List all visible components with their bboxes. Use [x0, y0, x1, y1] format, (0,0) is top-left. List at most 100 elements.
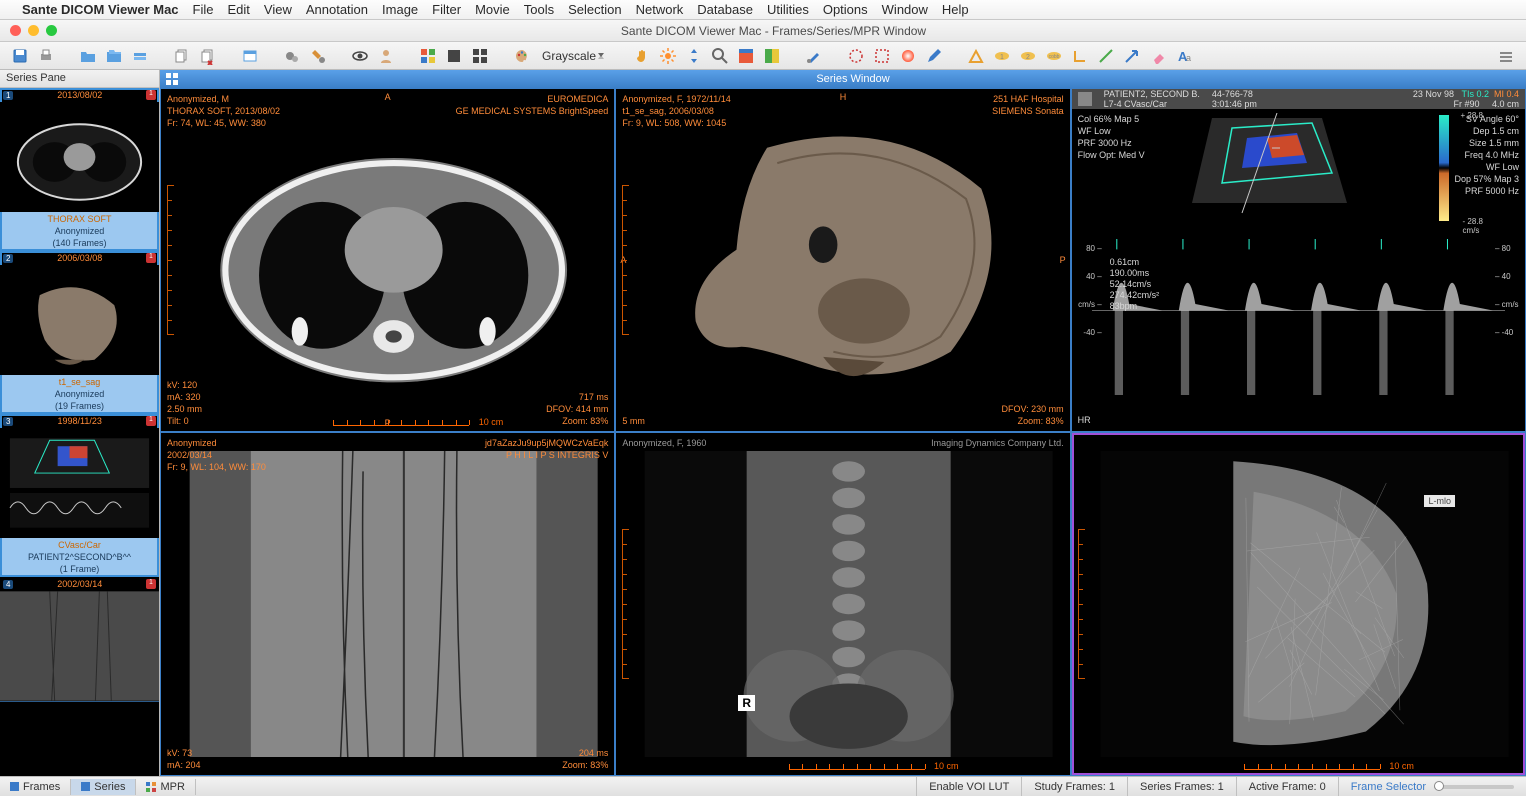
eraser-icon[interactable] [1146, 44, 1170, 68]
menu-annotation[interactable]: Annotation [306, 2, 368, 17]
window-titlebar: Sante DICOM Viewer Mac - Frames/Series/M… [0, 20, 1526, 42]
square-dash-icon[interactable] [870, 44, 894, 68]
toolbar: Grayscale 1 2 cobb Aa [0, 42, 1526, 70]
viewer-title: Series Window [186, 73, 1520, 85]
menu-filter[interactable]: Filter [432, 2, 461, 17]
mac-menubar: Sante DICOM Viewer Mac File Edit View Annot… [0, 0, 1526, 20]
app-name[interactable]: Sante DICOM Viewer Mac [22, 2, 179, 17]
us-params-right: SV Angle 60°Dep 1.5 cmSize 1.5 mmFreq 4.… [1454, 113, 1519, 197]
circle-dash-icon[interactable] [844, 44, 868, 68]
view-marker: L-mlo [1424, 495, 1455, 507]
series-thumb-3[interactable]: 42002/03/141 [0, 577, 159, 702]
grayscale-dropdown[interactable]: Grayscale [542, 49, 606, 63]
stack-icon[interactable] [128, 44, 152, 68]
viewer-titlebar: Series Window [160, 70, 1526, 88]
grid-color1-icon[interactable] [734, 44, 758, 68]
ellipse3-icon[interactable]: cobb [1042, 44, 1066, 68]
ellipse1-icon[interactable]: 1 [990, 44, 1014, 68]
svg-text:1: 1 [1000, 54, 1004, 61]
save-icon[interactable] [8, 44, 32, 68]
image-panel-2[interactable]: PATIENT2, SECOND B.L7-4 CVasc/Car44-766-… [1072, 89, 1525, 431]
menu-network[interactable]: Network [636, 2, 684, 17]
menu-utilities[interactable]: Utilities [767, 2, 809, 17]
active-frame: Active Frame: 0 [1236, 777, 1338, 796]
menu-tools[interactable]: Tools [524, 2, 554, 17]
series-frames: Series Frames: 1 [1127, 777, 1236, 796]
tab-series[interactable]: Series [71, 779, 136, 795]
copy-icon[interactable] [170, 44, 194, 68]
study-frames: Study Frames: 1 [1021, 777, 1127, 796]
us-header: PATIENT2, SECOND B.L7-4 CVasc/Car44-766-… [1072, 89, 1525, 109]
series-pane-title: Series Pane [0, 70, 159, 88]
status-bar: Frames Series MPR Enable VOI LUT Study F… [0, 776, 1526, 796]
image-panel-0[interactable]: Anonymized, MTHORAX SOFT, 2013/08/02Fr: … [161, 89, 614, 431]
pencil-icon[interactable] [922, 44, 946, 68]
grid-icon[interactable] [166, 73, 178, 85]
arrow-icon[interactable] [1120, 44, 1144, 68]
ellipse2-icon[interactable]: 2 [1016, 44, 1040, 68]
text-icon[interactable]: Aa [1172, 44, 1196, 68]
print-icon[interactable] [34, 44, 58, 68]
folder-icon[interactable] [76, 44, 100, 68]
tab-mpr[interactable]: MPR [136, 779, 195, 795]
series-thumb-2[interactable]: 31998/11/231CVasc/CarPATIENT2^SECOND^B^^… [0, 414, 159, 577]
series-thumb-0[interactable]: 12013/08/021THORAX SOFTAnonymized(140 Fr… [0, 88, 159, 251]
image-panel-4[interactable]: Anonymized, F, 1960Imaging Dynamics Comp… [616, 433, 1069, 775]
gears-icon[interactable] [280, 44, 304, 68]
image-panel-5[interactable]: 10 cmL-mlo [1072, 433, 1525, 775]
svg-text:cobb: cobb [1049, 54, 1060, 60]
enable-voi-lut[interactable]: Enable VOI LUT [916, 777, 1021, 796]
sun-icon[interactable] [656, 44, 680, 68]
folders-icon[interactable] [102, 44, 126, 68]
palette-icon[interactable] [510, 44, 534, 68]
color-wheel-icon[interactable] [896, 44, 920, 68]
image-panel-1[interactable]: Anonymized, F, 1972/11/14t1_se_sag, 2006… [616, 89, 1069, 431]
copy-x-icon[interactable] [196, 44, 220, 68]
series-thumb-1[interactable]: 22006/03/081t1_se_sagAnonymized(19 Frame… [0, 251, 159, 414]
window-icon[interactable] [238, 44, 262, 68]
grid-color2-icon[interactable] [760, 44, 784, 68]
window-controls [10, 25, 57, 36]
menu-selection[interactable]: Selection [568, 2, 621, 17]
menu-movie[interactable]: Movie [475, 2, 510, 17]
tool-icon[interactable] [306, 44, 330, 68]
series-pane: Series Pane 12013/08/021THORAX SOFTAnony… [0, 70, 160, 776]
frame-selector: Frame Selector [1338, 777, 1526, 796]
minimize-icon[interactable] [28, 25, 39, 36]
frame-slider[interactable] [1434, 785, 1514, 789]
series-thumbnails: 12013/08/021THORAX SOFTAnonymized(140 Fr… [0, 88, 159, 776]
menu-image[interactable]: Image [382, 2, 418, 17]
zoom-icon[interactable] [46, 25, 57, 36]
tab-frames[interactable]: Frames [0, 779, 71, 795]
probe-icon [1078, 92, 1092, 106]
image-panels: Anonymized, MTHORAX SOFT, 2013/08/02Fr: … [160, 88, 1526, 776]
menu-help[interactable]: Help [942, 2, 969, 17]
menu-file[interactable]: File [193, 2, 214, 17]
person-icon[interactable] [374, 44, 398, 68]
single-icon[interactable] [442, 44, 466, 68]
zoom-icon[interactable] [708, 44, 732, 68]
corner-icon[interactable] [1068, 44, 1092, 68]
menu-options[interactable]: Options [823, 2, 868, 17]
menu-database[interactable]: Database [697, 2, 753, 17]
multi-icon[interactable] [468, 44, 492, 68]
menu-view[interactable]: View [264, 2, 292, 17]
us-params-left: Col 66% Map 5WF LowPRF 3000 HzFlow Opt: … [1078, 113, 1145, 161]
svg-text:a: a [1186, 53, 1191, 63]
updown-icon[interactable] [682, 44, 706, 68]
eye-icon[interactable] [348, 44, 372, 68]
brush-icon[interactable] [802, 44, 826, 68]
hand-icon[interactable] [630, 44, 654, 68]
menu-edit[interactable]: Edit [228, 2, 250, 17]
grid4-icon[interactable] [416, 44, 440, 68]
svg-text:2: 2 [1026, 54, 1030, 61]
triangle-icon[interactable] [964, 44, 988, 68]
close-icon[interactable] [10, 25, 21, 36]
line-icon[interactable] [1094, 44, 1118, 68]
settings-icon[interactable] [1494, 44, 1518, 68]
image-panel-3[interactable]: Anonymized2002/03/14Fr: 9, WL: 104, WW: … [161, 433, 614, 775]
viewer-area: Series Window Anonymized, MTHORAX SOFT, … [160, 70, 1526, 776]
menu-window[interactable]: Window [882, 2, 928, 17]
window-title: Sante DICOM Viewer Mac - Frames/Series/M… [71, 24, 1476, 38]
side-marker: R [738, 695, 755, 711]
